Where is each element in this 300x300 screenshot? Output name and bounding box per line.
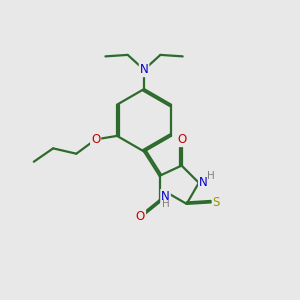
Text: N: N [140,63,148,76]
Text: O: O [177,133,186,146]
Text: O: O [91,133,100,146]
Text: H: H [162,199,170,209]
Text: H: H [207,171,215,181]
Text: O: O [136,210,145,223]
Text: N: N [199,176,208,189]
Text: N: N [161,190,170,203]
Text: S: S [213,196,220,209]
